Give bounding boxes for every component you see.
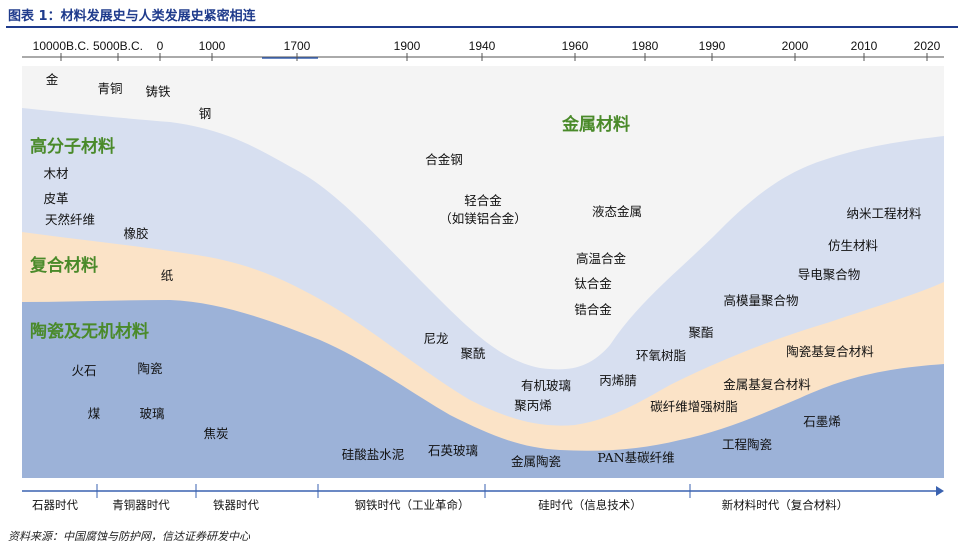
era-label: 钢铁时代（工业革命） (355, 498, 470, 512)
material-label: 橡胶 (123, 226, 148, 241)
material-label: 焦炭 (203, 426, 228, 441)
material-label: 锆合金 (574, 302, 612, 317)
material-label: 青铜 (97, 81, 122, 96)
material-label: （如镁铝合金） (439, 211, 527, 226)
x-tick-label: 1980 (632, 39, 659, 53)
x-tick-label: 1990 (699, 39, 726, 53)
x-tick-label: 1700 (284, 39, 311, 53)
material-label: 丙烯腈 (599, 373, 637, 388)
material-label: 碳纤维增强树脂 (650, 399, 738, 414)
era-arrow-head (936, 486, 944, 496)
era-label: 铁器时代 (213, 498, 259, 512)
era-label: 新材料时代（复合材料） (722, 498, 849, 512)
material-label: 玻璃 (139, 406, 164, 421)
material-label: 尼龙 (423, 331, 448, 346)
material-label: 轻合金 (464, 193, 502, 208)
x-tick-label: 1940 (469, 39, 496, 53)
material-label: 高温合金 (576, 251, 627, 266)
region-label: 高分子材料 (30, 136, 115, 157)
material-label: 金属基复合材料 (723, 377, 811, 392)
material-label: 石墨烯 (803, 414, 841, 429)
material-label: 合金钢 (425, 152, 463, 167)
x-tick-label: 1900 (394, 39, 421, 53)
source-note: 资料来源：中国腐蚀与防护网，信达证券研发中心 (8, 530, 250, 543)
material-label: 钛合金 (574, 276, 612, 291)
material-label: 陶瓷基复合材料 (786, 344, 874, 359)
material-label: 工程陶瓷 (722, 437, 772, 452)
material-label: 聚酯 (688, 325, 713, 340)
material-label: 木材 (43, 166, 68, 181)
material-label: 陶瓷 (137, 361, 162, 376)
region-label: 复合材料 (29, 255, 98, 276)
material-label: 石英玻璃 (428, 443, 478, 458)
region-ceramics (22, 300, 944, 478)
material-label: 火石 (71, 363, 96, 378)
material-label: 液态金属 (592, 204, 642, 219)
material-label: 仿生材料 (828, 238, 879, 253)
material-label: 铸铁 (145, 84, 171, 99)
material-label: PAN基碳纤维 (597, 450, 674, 465)
x-ticks (60, 53, 928, 61)
x-tick-label: 2010 (851, 39, 878, 53)
x-tick-label: 2000 (782, 39, 809, 53)
era-label: 硅时代（信息技术） (538, 498, 642, 512)
material-label: 导电聚合物 (798, 267, 861, 282)
material-label: 纸 (161, 268, 174, 283)
material-label: 皮革 (43, 191, 68, 206)
material-label: 环氧树脂 (636, 348, 686, 363)
material-label: 金 (46, 72, 59, 87)
material-label: 纳米工程材料 (846, 206, 922, 221)
era-dividers (96, 484, 691, 498)
x-tick-label: 1000 (199, 39, 226, 53)
material-label: 煤 (88, 406, 101, 421)
material-label: 聚丙烯 (514, 398, 552, 413)
region-label: 陶瓷及无机材料 (30, 321, 149, 342)
material-label: 高模量聚合物 (723, 293, 798, 308)
material-label: 天然纤维 (45, 212, 95, 227)
figure-title: 图表 1：材料发展史与人类发展史紧密相连 (8, 9, 256, 24)
material-label: 钢 (199, 106, 212, 121)
x-tick-label: 10000B.C. (33, 39, 90, 53)
era-label: 青铜器时代 (112, 498, 170, 512)
x-tick-labels: 10000B.C. 5000B.C. 0 1000 1700 1900 1940 1960 19… (33, 39, 941, 53)
x-tick-label: 2020 (914, 39, 941, 53)
material-label: 聚酰 (460, 346, 486, 361)
material-label: 有机玻璃 (521, 378, 571, 393)
x-tick-label: 5000B.C. (93, 39, 143, 53)
region-label: 金属材料 (561, 114, 630, 135)
material-label: 金属陶瓷 (511, 454, 561, 469)
era-labels: 石器时代 青铜器时代 铁器时代 钢铁时代（工业革命） 硅时代（信息技术） 新材料时代（复合… (32, 498, 848, 512)
era-label: 石器时代 (32, 498, 78, 512)
x-tick-label: 1960 (562, 39, 589, 53)
x-tick-label: 0 (157, 39, 164, 53)
title-rule (6, 26, 958, 28)
material-label: 硅酸盐水泥 (342, 447, 405, 462)
